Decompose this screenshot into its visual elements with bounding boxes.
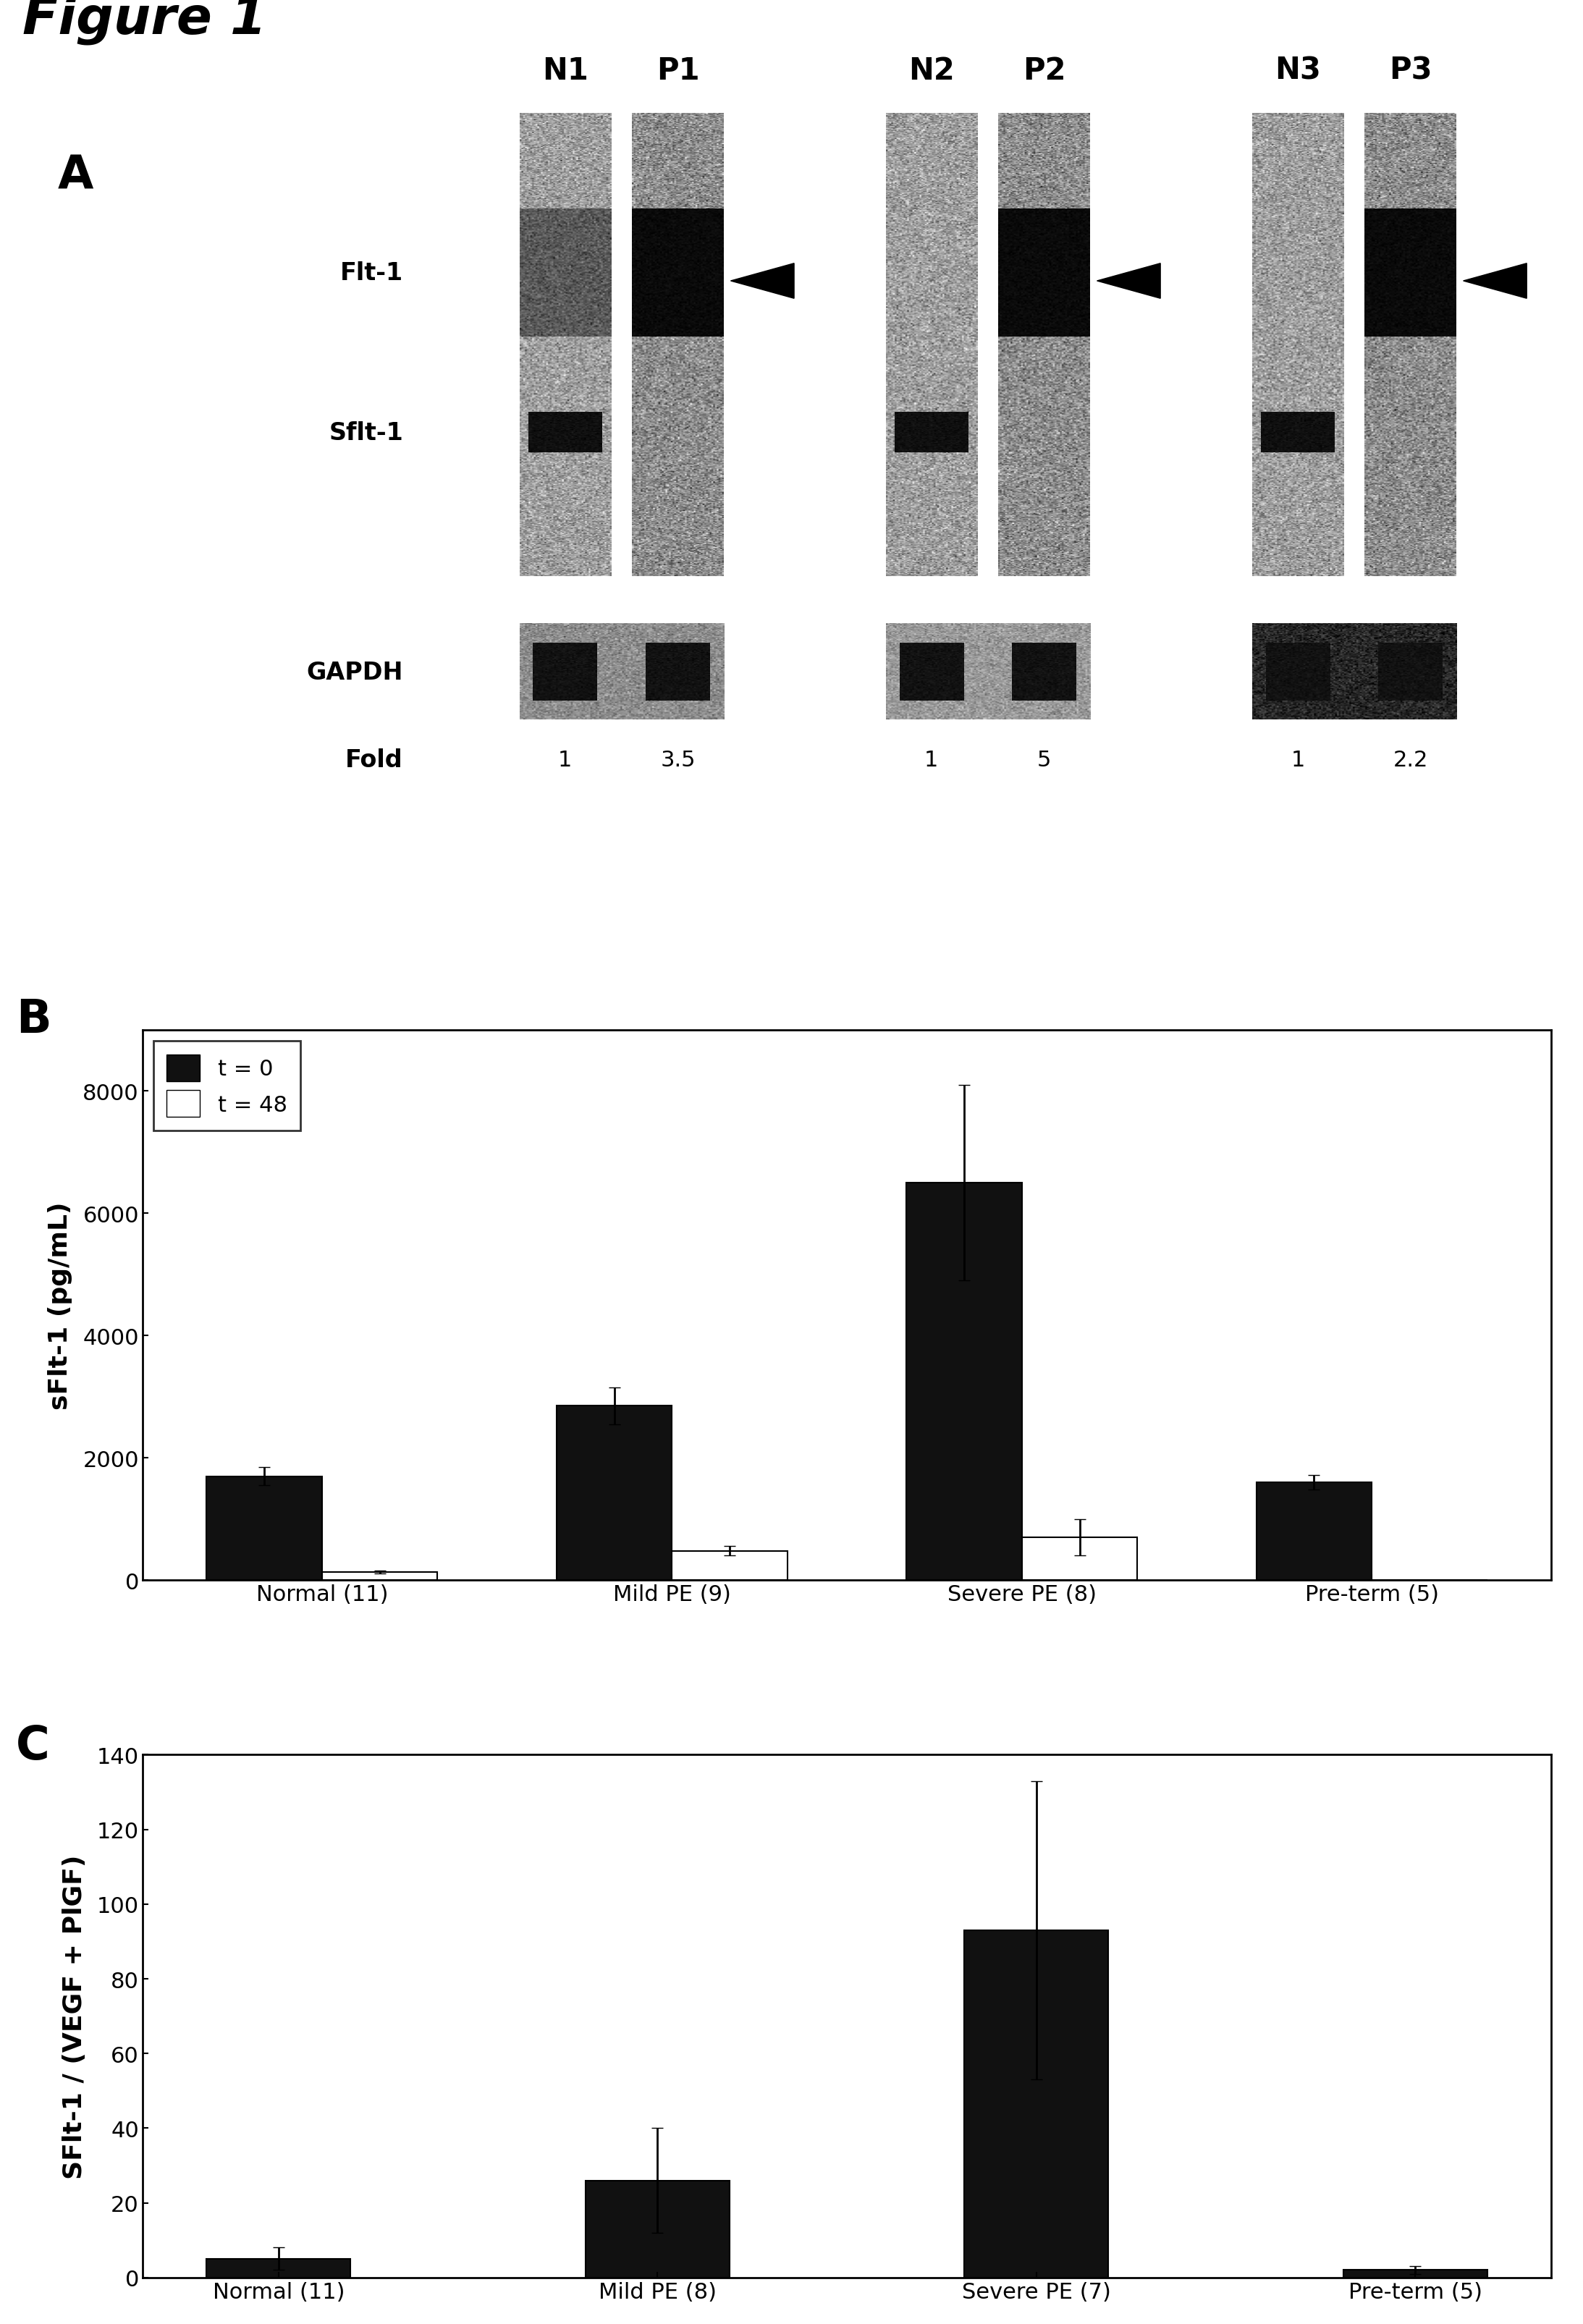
Legend: t = 0, t = 48: t = 0, t = 48 [154,1041,301,1132]
Y-axis label: SFlt-1 / (VEGF + PlGF): SFlt-1 / (VEGF + PlGF) [62,1855,87,2178]
Text: 3.5: 3.5 [660,751,695,772]
Text: N3: N3 [1274,56,1320,86]
Bar [907,1183,1023,1580]
Text: P2: P2 [1023,56,1065,86]
Bar [206,2259,350,2278]
Text: N2: N2 [909,56,955,86]
Bar [586,2180,730,2278]
Text: 1: 1 [559,751,571,772]
Bar [321,1573,437,1580]
Text: GAPDH: GAPDH [307,660,404,683]
Bar [964,1931,1108,2278]
Text: 5: 5 [1037,751,1051,772]
Text: 1: 1 [924,751,939,772]
Text: C: C [16,1724,49,1769]
Bar [1344,2271,1488,2278]
Text: P1: P1 [657,56,700,86]
Polygon shape [1097,265,1160,300]
Text: Fold: Fold [345,748,404,772]
Text: B: B [16,997,51,1041]
Bar [1257,1483,1372,1580]
Text: A: A [59,153,93,198]
Text: 2.2: 2.2 [1393,751,1428,772]
Bar [206,1476,321,1580]
Text: Flt-1: Flt-1 [340,263,404,286]
Polygon shape [731,265,795,300]
Text: Figure 1: Figure 1 [22,0,268,44]
Polygon shape [1463,265,1526,300]
Text: 1: 1 [1290,751,1304,772]
Bar [557,1406,671,1580]
Text: N1: N1 [541,56,589,86]
Bar [671,1550,787,1580]
Text: Sflt-1: Sflt-1 [329,421,404,444]
Text: P3: P3 [1388,56,1433,86]
Bar [1023,1538,1137,1580]
Y-axis label: sFlt-1 (pg/mL): sFlt-1 (pg/mL) [47,1202,73,1408]
